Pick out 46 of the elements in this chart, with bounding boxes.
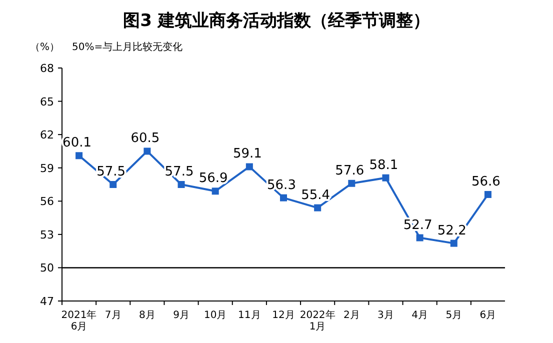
point	[212, 188, 219, 195]
y-tick-label: 59	[40, 162, 54, 175]
point	[314, 204, 322, 212]
x-tick-label: 3月	[378, 310, 394, 321]
point	[280, 194, 287, 202]
data-label: 60.5	[130, 131, 160, 146]
x-tick-label: 12月	[272, 310, 295, 321]
chart-title: 图3 建筑业商务活动指数（经季节调整）	[123, 11, 430, 31]
x-tick-label: 2月	[343, 310, 360, 321]
y-tick-label: 56	[40, 195, 54, 208]
point	[76, 152, 83, 160]
data-label: 58.1	[369, 158, 398, 173]
data-label: 57.5	[96, 164, 126, 180]
data-label: 56.9	[198, 171, 228, 186]
point	[450, 240, 458, 247]
y-tick-label: 62	[40, 128, 54, 142]
x-tick-label: 10月	[204, 310, 227, 321]
x-tick-label: 9月	[173, 310, 190, 321]
point	[178, 181, 185, 188]
x-tick-label: 7月	[104, 310, 122, 321]
y-tick-label: 47	[40, 295, 54, 308]
x-tick-label: 2022年 1月	[300, 309, 336, 332]
data-label: 59.1	[232, 146, 262, 162]
x-tick-label: 11月	[238, 310, 261, 321]
data-label: 60.1	[62, 136, 92, 151]
point	[382, 174, 390, 182]
point	[144, 148, 151, 155]
x-tick-label: 4月	[412, 310, 428, 321]
y-tick-label: 53	[40, 228, 54, 242]
data-label: 55.4	[301, 188, 330, 203]
x-tick-label: 2021年 6月	[61, 309, 97, 332]
y-tick-label: 65	[40, 95, 54, 108]
x-tick-label: 6月	[480, 310, 496, 321]
x-tick-label: 5月	[446, 310, 462, 321]
text: （%）	[30, 42, 60, 53]
point	[348, 180, 356, 187]
x-tick-label: 8月	[139, 310, 156, 321]
point	[110, 181, 117, 188]
y-tick-label: 50	[40, 262, 54, 275]
point	[416, 234, 424, 242]
data-label: 57.6	[335, 163, 364, 178]
y-tick-label: 68	[40, 62, 54, 75]
data-label: 56.6	[471, 174, 500, 190]
text: 50%=与上月比较无变化	[72, 41, 183, 53]
point	[246, 163, 253, 170]
point	[484, 190, 492, 198]
